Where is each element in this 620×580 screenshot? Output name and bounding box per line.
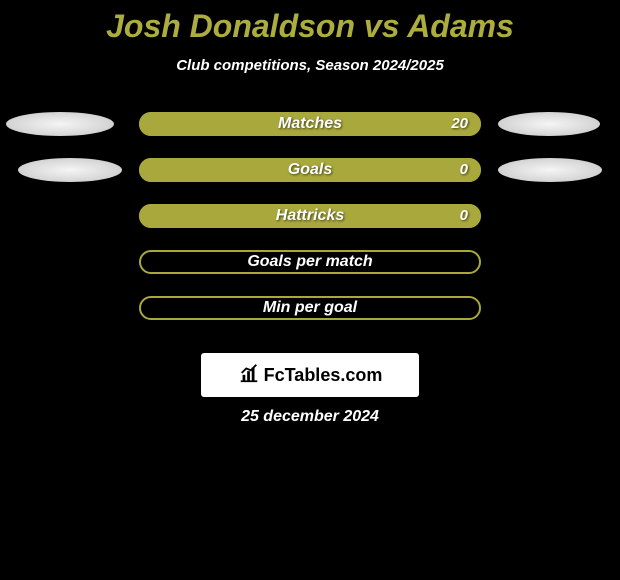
stat-value: 20 <box>451 112 468 136</box>
stat-value: 0 <box>460 158 468 182</box>
stat-row: Goals 0 <box>0 158 620 182</box>
site-name: FcTables.com <box>264 365 383 386</box>
player-marker-right <box>498 112 600 136</box>
page-title: Josh Donaldson vs Adams <box>0 0 620 45</box>
player-marker-left <box>18 158 122 182</box>
player-marker-right <box>498 158 602 182</box>
stat-row: Min per goal <box>0 296 620 320</box>
stat-label: Hattricks <box>276 204 344 228</box>
player-marker-left <box>6 112 114 136</box>
stat-row: Hattricks 0 <box>0 204 620 228</box>
site-badge[interactable]: FcTables.com <box>201 353 419 397</box>
page-subtitle: Club competitions, Season 2024/2025 <box>0 57 620 74</box>
chart-icon <box>238 362 260 389</box>
stat-label: Matches <box>278 112 342 136</box>
stat-row: Goals per match <box>0 250 620 274</box>
stat-row: Matches 20 <box>0 112 620 136</box>
date-text: 25 december 2024 <box>0 408 620 426</box>
stats-container: Matches 20 Goals 0 Hattricks 0 Goals per match… <box>0 112 620 320</box>
stat-value: 0 <box>460 204 468 228</box>
stat-label: Goals per match <box>247 250 372 274</box>
stat-label: Goals <box>288 158 332 182</box>
stat-label: Min per goal <box>263 296 357 320</box>
